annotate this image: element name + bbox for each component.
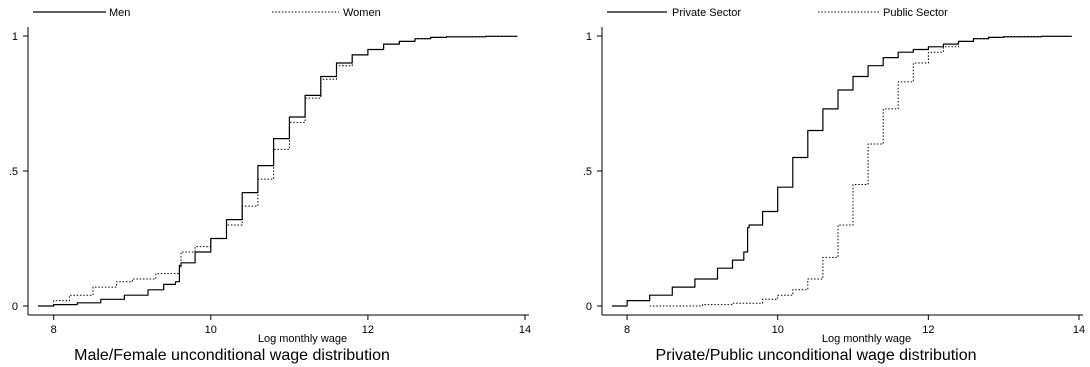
x-tick-label: 14 bbox=[519, 324, 531, 336]
legend-label: Men bbox=[109, 7, 130, 19]
y-tick-label: 0 bbox=[12, 301, 18, 313]
legend-label: Women bbox=[343, 7, 381, 19]
x-tick-label: 10 bbox=[772, 324, 784, 336]
series-line-public-sector bbox=[649, 35, 1072, 307]
y-tick-label: 0 bbox=[586, 301, 592, 313]
chart-panel-2: 0 .5 1 8 10 12 14 Log monthly wage Private/Publi… bbox=[583, 7, 1085, 364]
x-axis-label: Log monthly wage bbox=[822, 333, 911, 345]
x-tick-label: 8 bbox=[51, 324, 57, 336]
chart-panel-1: 0 .5 1 8 10 12 14 Log monthly wage Male/Female u… bbox=[9, 7, 531, 364]
y-tick-label: 1 bbox=[12, 31, 18, 43]
chart-title: Private/Public unconditional wage distri… bbox=[655, 347, 976, 364]
x-tick-label: 12 bbox=[362, 324, 374, 336]
x-tick-label: 10 bbox=[205, 324, 217, 336]
series-line-men bbox=[38, 35, 518, 307]
y-tick-label: .5 bbox=[583, 166, 592, 178]
y-tick-label: .5 bbox=[9, 166, 18, 178]
x-tick-label: 8 bbox=[624, 324, 630, 336]
x-tick-label: 12 bbox=[922, 324, 934, 336]
x-tick-label: 14 bbox=[1073, 324, 1085, 336]
chart-title: Male/Female unconditional wage distribut… bbox=[74, 347, 390, 364]
y-tick-label: 1 bbox=[586, 31, 592, 43]
series-line-women bbox=[38, 35, 518, 307]
legend-label: Public Sector bbox=[883, 7, 948, 19]
series-line-private-sector bbox=[612, 35, 1073, 307]
legend-label: Private Sector bbox=[672, 7, 741, 19]
x-axis-label: Log monthly wage bbox=[258, 333, 347, 345]
